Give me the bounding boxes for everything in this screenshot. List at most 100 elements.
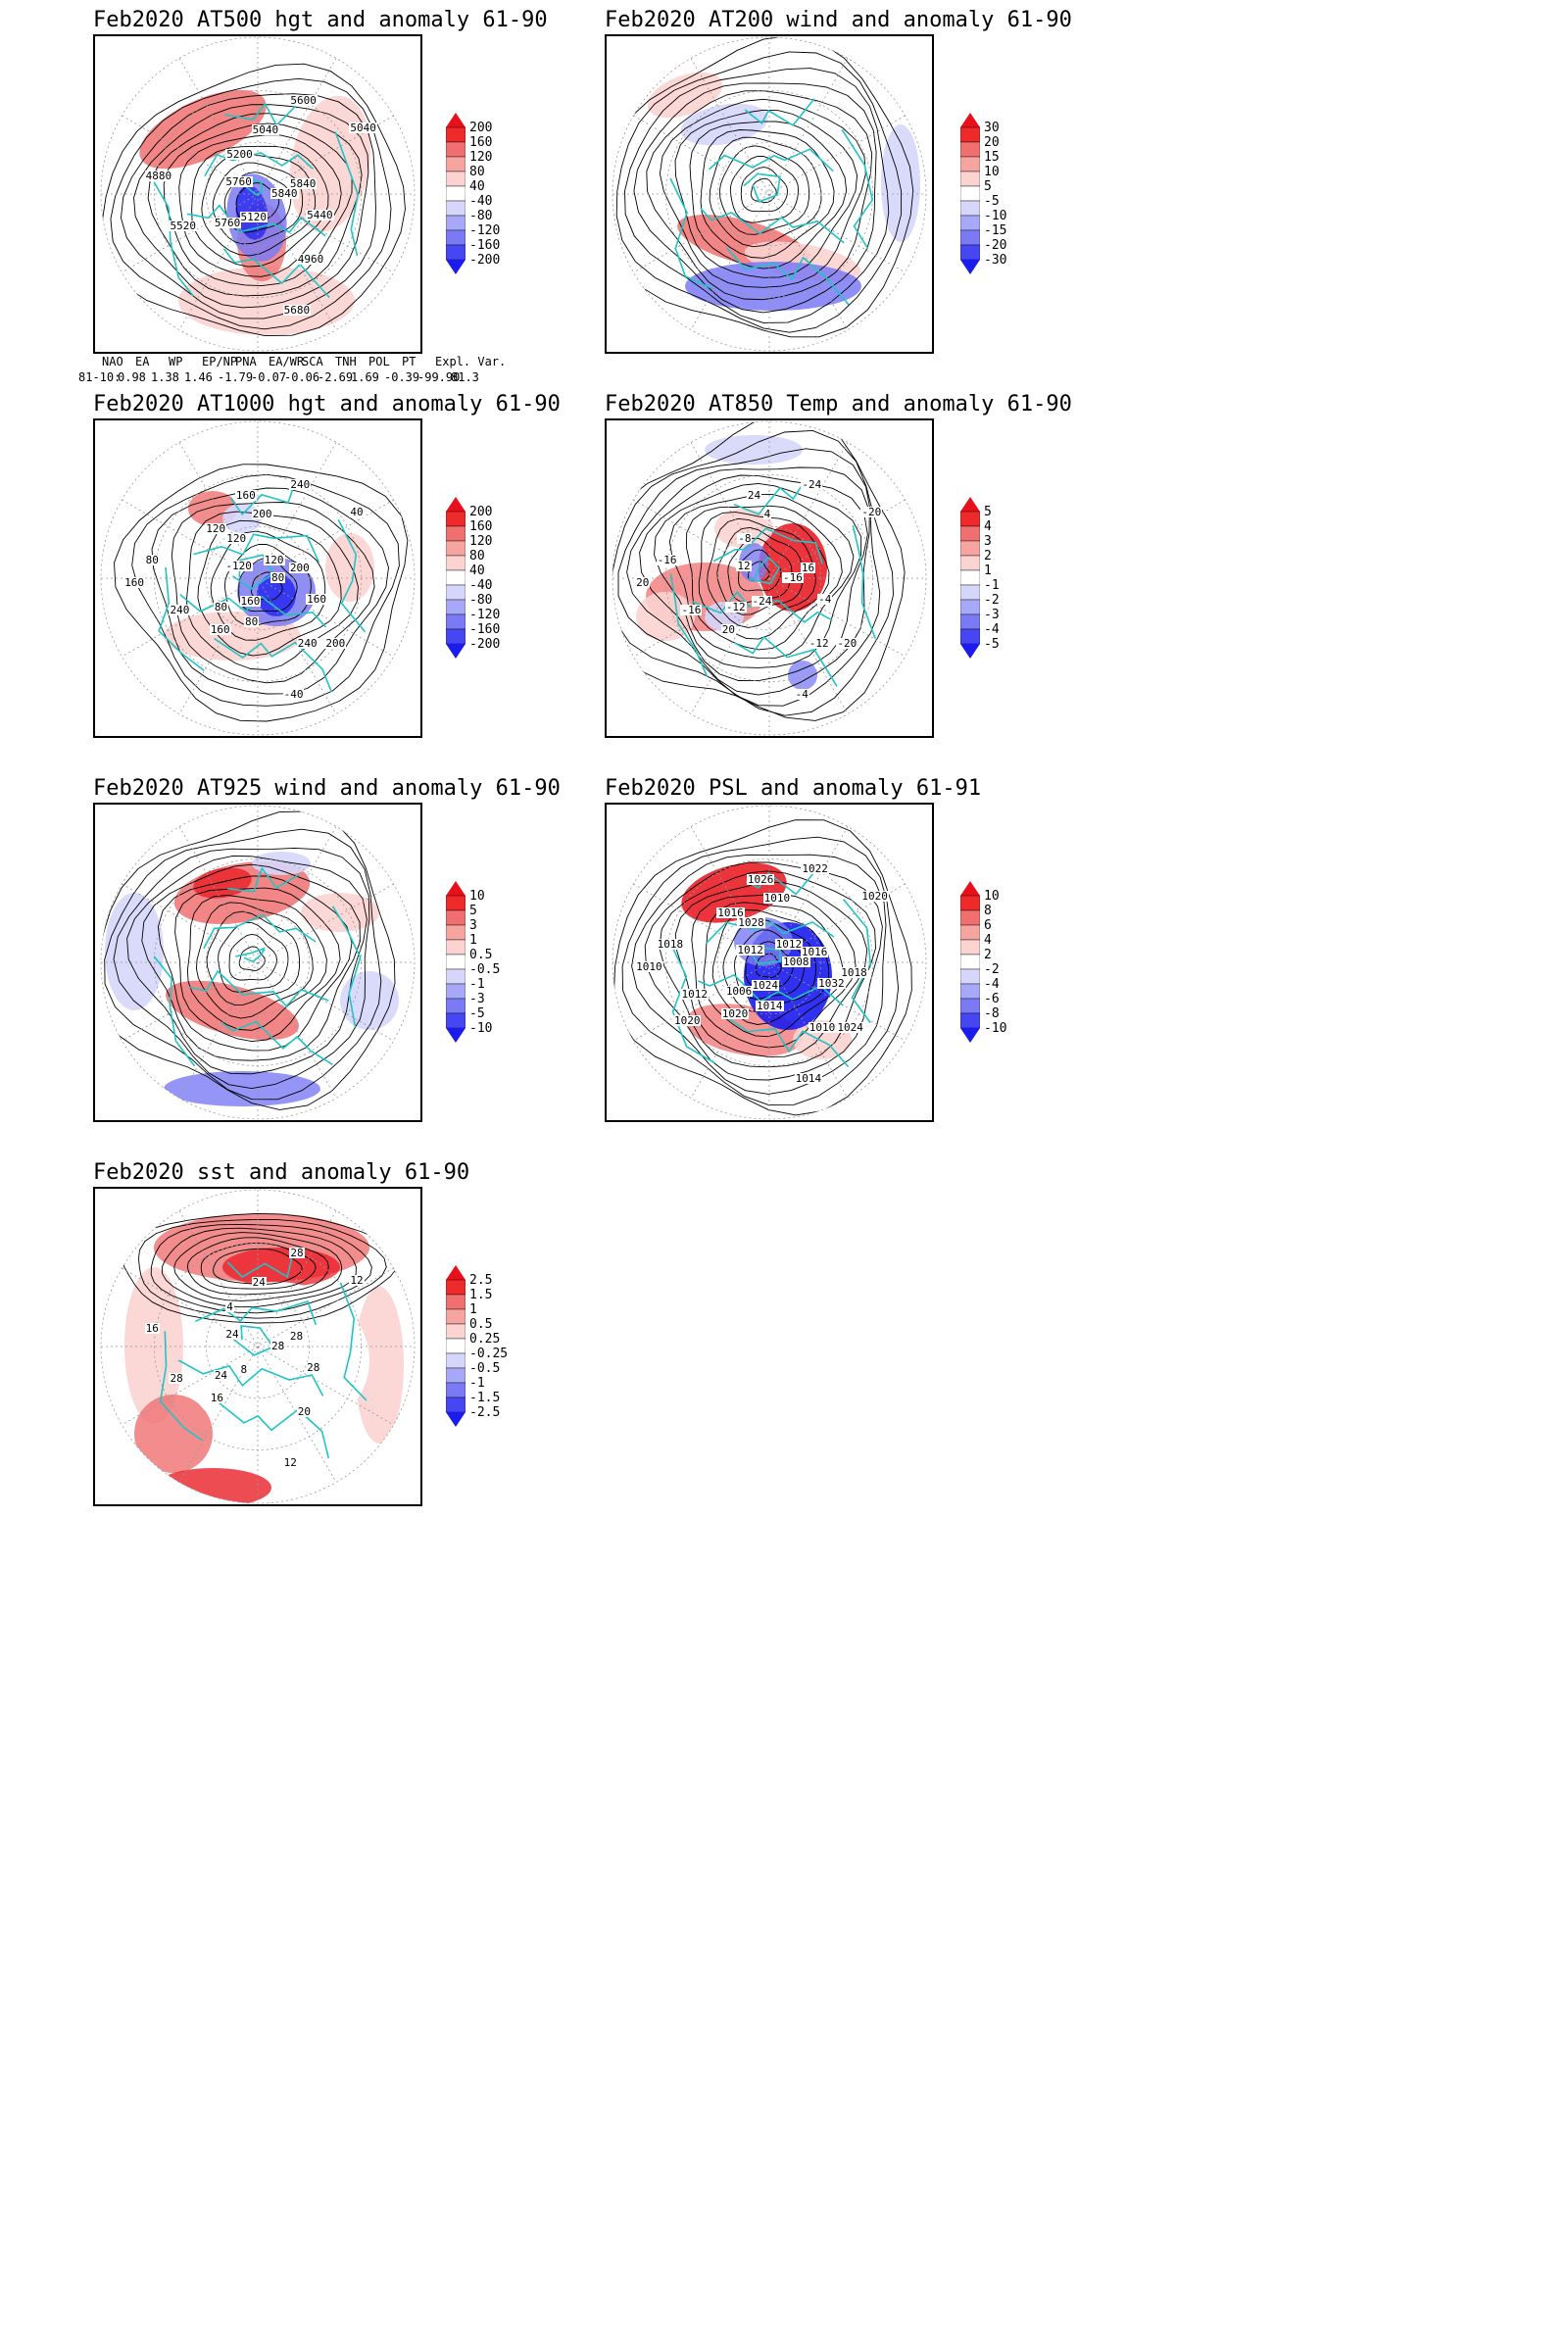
colorbar-tick-label: -10 [984, 1021, 1007, 1036]
colorbar-segment [960, 141, 980, 158]
anomaly-shading [105, 893, 164, 1010]
contour-line [703, 902, 844, 1038]
contour-line [612, 429, 894, 716]
contour-line [223, 172, 292, 233]
polar-map [100, 805, 416, 1120]
contour-label: -120 [224, 559, 253, 572]
colorbar-tick-label: -80 [469, 209, 493, 223]
colorbar-tick-label: 15 [984, 150, 1000, 165]
contour-label: 120 [225, 532, 248, 546]
contour-line [104, 828, 382, 1101]
contour-label: 4880 [144, 169, 173, 182]
colorbar-segment [960, 998, 980, 1014]
contour-line [727, 537, 793, 604]
colorbar-segment [446, 229, 466, 246]
panel-title: Feb2020 PSL and anomaly 61-91 [605, 776, 982, 801]
index-header: EP/NP [202, 355, 238, 368]
colorbar-tick-label: -40 [469, 194, 493, 209]
colorbar-segment [960, 185, 980, 202]
anomaly-shading [340, 971, 399, 1030]
index-value: -1.79 [218, 370, 254, 384]
contour-label: 1032 [817, 977, 846, 991]
map-frame [93, 803, 422, 1122]
map-frame [605, 34, 934, 354]
anomaly-shading [124, 1267, 183, 1424]
coastline-segment [220, 1020, 333, 1065]
contour-label: 28 [306, 1361, 321, 1375]
colorbar-segment [960, 613, 980, 630]
colorbar-tick-label: -1 [984, 578, 1000, 593]
coastline-segment [337, 518, 367, 633]
polar-map [100, 420, 416, 736]
colorbar-swatches [960, 497, 980, 659]
contour-label: 12 [736, 559, 752, 572]
polar-map [100, 36, 416, 352]
contour-label: 1020 [672, 1014, 702, 1028]
contour-label: 4 [762, 508, 772, 521]
contour-label: 5600 [289, 93, 318, 107]
latitude-circle [205, 141, 311, 247]
colorbar-tick-label: -120 [469, 223, 501, 238]
contour-line [729, 156, 800, 223]
coastline-segment [748, 556, 781, 585]
contour-label: 1006 [724, 985, 754, 999]
colorbar-tick-label: 4 [984, 933, 992, 948]
colorbar-arrow-top [446, 1265, 466, 1280]
colorbar-tick-label: -1 [469, 977, 485, 992]
coastlines [159, 1250, 368, 1459]
map-frame: 28 24 24 20 16 12 8 4 28 28 28 12 24 28 16 [93, 1187, 422, 1506]
contour-label: 5200 [225, 148, 254, 162]
contour-label: 5760 [224, 174, 253, 188]
index-header: SCA [302, 355, 323, 368]
contour-label: 12 [349, 1273, 365, 1287]
colorbar-tick-label: -120 [469, 608, 501, 622]
colorbar-tick-label: 4 [984, 519, 992, 534]
contour-label: 1010 [762, 892, 792, 906]
longitude-line [122, 883, 394, 1042]
contour-label: 1008 [782, 956, 810, 968]
colorbar-tick-label: -8 [984, 1006, 1000, 1021]
colorbar-tick-label: 160 [469, 135, 493, 150]
colorbar-tick-label: 2 [984, 948, 992, 962]
contour-line [113, 847, 370, 1090]
coastline-segment [725, 247, 850, 306]
colorbar-segment [446, 1338, 466, 1354]
contour-line [126, 855, 368, 1075]
colorbar-tick-label: 0.5 [469, 1317, 493, 1332]
index-value: -0.06 [284, 370, 320, 384]
anomaly-shading [355, 1287, 404, 1444]
colorbar: 10 8 6 4 2 -2 -4 -6 -8 -10 [960, 881, 1029, 1062]
map-frame: 5840 5760 5040 4960 4880 5040 5120 5200 5440 5520… [93, 34, 422, 354]
colorbar-arrow-top [446, 113, 466, 127]
coastline-segment [671, 949, 716, 1064]
contour-label: -8 [737, 532, 753, 546]
contour-label: 28 [289, 1246, 305, 1259]
colorbar-arrow-top [446, 881, 466, 896]
index-header: POL [368, 355, 390, 368]
contour-line [174, 887, 341, 1043]
colorbar-segment [446, 185, 466, 202]
colorbar-segment [446, 1294, 466, 1310]
coastlines [669, 98, 874, 306]
coastline-segment [177, 1359, 324, 1396]
colorbar-segment [446, 1382, 466, 1398]
contour-label: -24 [751, 595, 773, 609]
colorbar-segment [960, 599, 980, 615]
contour-label: 80 [244, 614, 260, 628]
panel-title: Feb2020 AT200 wind and anomaly 61-90 [605, 8, 1072, 32]
colorbar-tick-label: -2 [984, 962, 1000, 977]
contour-line [218, 922, 289, 993]
lat-lon-grid [612, 36, 927, 352]
colorbar-segment [446, 939, 466, 956]
contour-line [626, 466, 870, 696]
index-row-label: 81-10: [78, 370, 122, 384]
index-value: -2.69 [318, 370, 354, 384]
contour-label: 1022 [801, 861, 829, 875]
anomaly-shading [325, 533, 374, 602]
coastline-segment [189, 969, 329, 1008]
colorbar-tick-label: 5 [984, 179, 992, 194]
contour-label: 1014 [756, 999, 784, 1012]
coastline-segment [159, 1331, 203, 1442]
colorbar-tick-label: -20 [984, 238, 1007, 253]
anomaly-shading [759, 523, 827, 612]
